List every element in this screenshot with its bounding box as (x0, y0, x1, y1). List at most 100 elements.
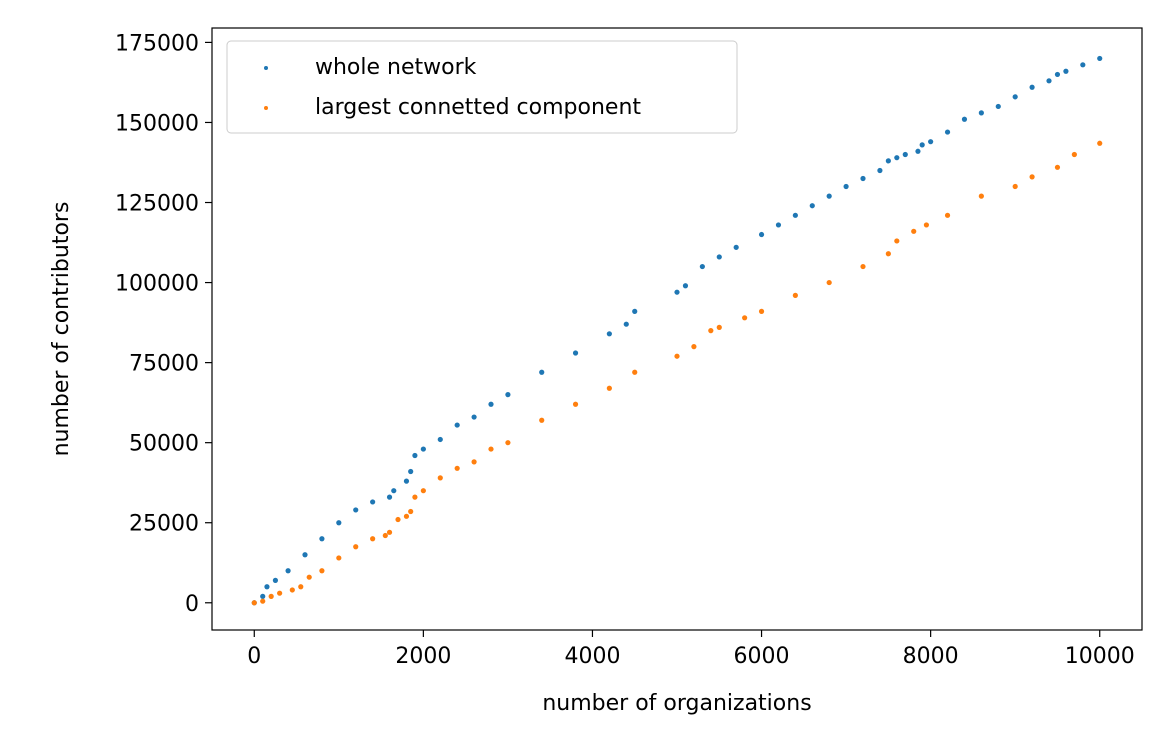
data-point (1054, 164, 1061, 170)
data-point (454, 465, 460, 471)
legend-label-whole-network: whole network (315, 55, 477, 80)
data-point (336, 520, 342, 526)
data-point (674, 289, 680, 295)
data-point (742, 315, 748, 321)
data-point (928, 139, 934, 145)
data-point (420, 488, 426, 494)
legend-marker-whole-network (264, 66, 268, 70)
data-point (572, 350, 579, 356)
data-point (437, 475, 443, 481)
legend-marker-largest-component (264, 106, 268, 110)
data-point (1071, 151, 1077, 158)
data-point (623, 321, 629, 327)
data-point (885, 158, 891, 164)
legend: whole network largest connetted componen… (226, 40, 738, 134)
data-point (336, 555, 342, 561)
data-point (826, 279, 832, 286)
data-point (919, 142, 925, 148)
y-tick-label: 25000 (129, 512, 199, 537)
legend-frame (226, 40, 738, 134)
data-point (1080, 62, 1086, 68)
x-axis-label: number of organizations (542, 691, 811, 716)
data-point (454, 422, 460, 428)
data-point (995, 103, 1001, 110)
data-point (775, 222, 782, 228)
series-largest-component (251, 140, 1103, 606)
data-point (353, 507, 359, 513)
data-point (733, 244, 739, 250)
data-point (1063, 68, 1069, 74)
data-point (285, 568, 291, 574)
data-point (289, 587, 295, 593)
data-point (716, 254, 722, 260)
data-point (961, 116, 968, 122)
x-tick-label: 8000 (903, 644, 959, 669)
x-tick-label: 4000 (564, 644, 620, 669)
data-point (408, 508, 414, 515)
data-point (894, 238, 900, 244)
data-point (716, 324, 722, 330)
data-point (268, 593, 274, 599)
data-point (944, 129, 951, 135)
data-point (902, 151, 908, 158)
data-point (403, 478, 410, 484)
data-point (860, 175, 866, 182)
data-point (1012, 183, 1018, 190)
data-point (471, 414, 477, 420)
data-point (370, 499, 376, 505)
data-point (539, 369, 545, 375)
x-tick-label: 10000 (1065, 644, 1135, 669)
data-point (391, 488, 397, 494)
data-point (437, 436, 443, 443)
data-point (420, 446, 426, 452)
data-point (708, 328, 714, 334)
data-point (1054, 71, 1061, 78)
y-tick-label: 100000 (115, 272, 199, 297)
data-point (403, 513, 410, 519)
data-point (923, 222, 930, 228)
y-tick-label: 75000 (129, 352, 199, 377)
data-point (353, 544, 359, 550)
data-point (911, 228, 917, 234)
data-point (264, 584, 270, 590)
data-point (860, 263, 866, 270)
data-point (488, 401, 494, 407)
y-tick-label: 150000 (115, 111, 199, 136)
data-point (412, 494, 418, 500)
data-point (606, 331, 612, 337)
data-point (370, 536, 376, 542)
x-axis-ticks: 0 2000 4000 6000 8000 10000 (247, 630, 1135, 669)
data-point (260, 598, 266, 604)
data-point (877, 167, 883, 174)
data-point (306, 574, 312, 580)
data-point (792, 212, 798, 218)
series-layer (251, 55, 1103, 606)
data-point (505, 392, 511, 398)
data-point (251, 600, 257, 606)
data-point (272, 577, 279, 583)
data-point (260, 593, 266, 599)
y-axis-ticks: 0 25000 50000 75000 100000 125000 150000 175000 (115, 31, 212, 617)
data-point (915, 148, 921, 154)
data-point (894, 155, 900, 161)
data-point (792, 292, 798, 298)
data-point (1097, 140, 1103, 146)
data-point (809, 203, 815, 209)
data-point (978, 193, 984, 199)
y-tick-label: 125000 (115, 192, 199, 217)
data-point (298, 584, 304, 590)
data-point (382, 532, 388, 539)
data-point (539, 417, 545, 423)
data-point (758, 231, 765, 238)
data-point (674, 353, 680, 359)
data-point (319, 568, 325, 574)
data-point (319, 536, 325, 542)
data-point (843, 183, 849, 190)
data-point (471, 459, 477, 465)
data-point (885, 251, 891, 257)
data-point (505, 440, 511, 446)
x-tick-label: 2000 (395, 644, 451, 669)
y-axis-label: number of contributors (49, 202, 74, 457)
data-point (386, 494, 393, 500)
